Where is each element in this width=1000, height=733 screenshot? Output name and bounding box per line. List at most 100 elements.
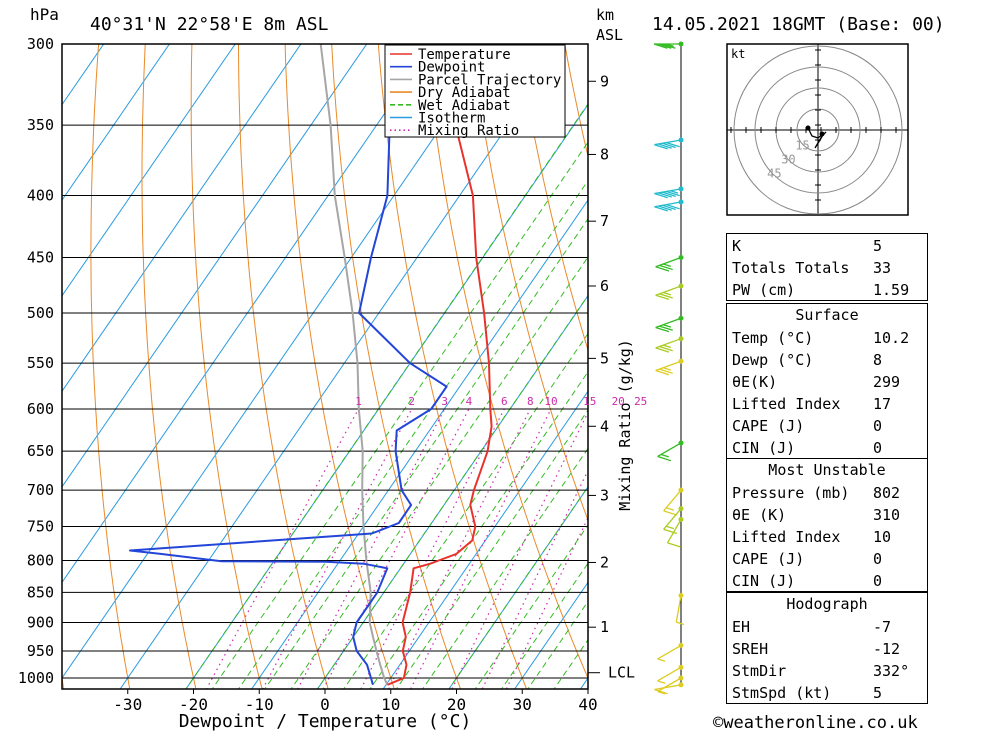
mixing-ratio-line bbox=[409, 408, 552, 689]
legend-label: Mixing Ratio bbox=[418, 123, 519, 139]
pressure-tick-label: 450 bbox=[27, 249, 54, 267]
km-tick-label: 2 bbox=[600, 553, 609, 571]
wet-adiabat-line bbox=[474, 524, 588, 689]
wind-barb-shaft bbox=[663, 489, 682, 512]
km-unit: km bbox=[596, 6, 614, 24]
surface-label: Lifted Index bbox=[732, 395, 841, 413]
isotherm-line bbox=[62, 44, 302, 393]
wind-barb-shaft bbox=[657, 677, 682, 693]
wet-adiabat-line bbox=[343, 332, 588, 689]
mu-row: θE (K) 310 bbox=[727, 504, 927, 526]
wind-barb-flag bbox=[663, 263, 672, 267]
dry-adiabat-line bbox=[377, 44, 528, 689]
dry-adiabat-line bbox=[924, 8, 1000, 709]
wind-barb-flag bbox=[667, 542, 681, 548]
mixing-ratio-label: 2 bbox=[408, 395, 415, 408]
wind-barb-flag bbox=[665, 43, 674, 48]
hodo-row: StmSpd (kt) 5 bbox=[727, 682, 927, 704]
temperature-tick-label: 0 bbox=[320, 695, 330, 714]
hodo-value: -7 bbox=[873, 618, 892, 636]
surface-row: Dewp (°C) 8 bbox=[727, 349, 927, 371]
temperature-tick-label: -20 bbox=[179, 695, 208, 714]
hodo-value: 332° bbox=[873, 662, 910, 680]
pressure-unit: hPa bbox=[30, 5, 59, 24]
pressure-tick-label: 500 bbox=[27, 304, 54, 322]
wind-barb-flag bbox=[657, 43, 672, 49]
hodograph-stats-box: Hodograph EH -7 SREH -12 StmDir 332° StmSpd… bbox=[726, 592, 928, 704]
wet-adiabat-line bbox=[369, 371, 588, 689]
surface-label: CAPE (J) bbox=[732, 417, 805, 435]
dry-adiabat-line bbox=[284, 44, 395, 689]
surface-value: 299 bbox=[873, 373, 901, 391]
wind-barb-flag bbox=[661, 43, 676, 49]
mu-value: 0 bbox=[873, 572, 883, 590]
wind-barb-flag bbox=[660, 453, 669, 458]
surface-value: 10.2 bbox=[873, 329, 910, 347]
wind-barb-flag bbox=[658, 205, 672, 211]
pressure-tick-label: 600 bbox=[27, 400, 54, 418]
wet-adiabat-line bbox=[448, 485, 588, 689]
isotherm-line bbox=[62, 44, 105, 106]
km-tick-label: 7 bbox=[600, 212, 609, 230]
mixing-ratio-axis-label: Mixing Ratio (g/kg) bbox=[616, 339, 634, 511]
mixing-ratio-line bbox=[451, 411, 588, 689]
pressure-tick-label: 1000 bbox=[18, 669, 54, 687]
wind-barb-flag bbox=[659, 264, 673, 271]
km-tick-label: 4 bbox=[600, 417, 609, 435]
wind-barb-shaft bbox=[657, 666, 682, 682]
wet-adiabat-line bbox=[316, 294, 588, 689]
hodo-label: StmDir bbox=[732, 662, 787, 680]
wind-barb-flag bbox=[666, 141, 680, 148]
isotherm-line bbox=[62, 44, 368, 488]
isotherm-line bbox=[62, 44, 236, 297]
surface-box: Surface Temp (°C) 10.2 Dewp (°C) 8 θE(K) 29… bbox=[726, 303, 928, 459]
wind-barb-flag bbox=[657, 455, 672, 462]
hodograph-unit: kt bbox=[731, 47, 745, 61]
wind-barb-flag bbox=[663, 324, 672, 328]
dewpoint-line bbox=[129, 44, 448, 686]
temperature-tick-label: 40 bbox=[578, 695, 597, 714]
most-unstable-title: Most Unstable bbox=[768, 461, 886, 479]
pressure-tick-label: 900 bbox=[27, 614, 54, 632]
wind-barb-flag bbox=[654, 192, 668, 199]
wind-barb-flag bbox=[655, 266, 670, 272]
surface-row: CAPE (J) 0 bbox=[727, 415, 927, 437]
legend-label: Dewpoint bbox=[418, 60, 485, 76]
wet-adiabat-line bbox=[290, 256, 588, 689]
hodograph-ring-label: 45 bbox=[767, 167, 781, 181]
dry-adiabat-line bbox=[190, 44, 263, 689]
wind-barb-flag bbox=[658, 192, 672, 198]
wind-barb-flag bbox=[676, 621, 685, 626]
mu-row: Lifted Index 10 bbox=[727, 526, 927, 548]
hodograph-ring-label: 15 bbox=[795, 138, 809, 152]
mu-label: θE (K) bbox=[732, 506, 787, 524]
mu-row: CIN (J) 0 bbox=[727, 570, 927, 592]
wind-barb-flag bbox=[666, 525, 675, 530]
index-value: 33 bbox=[873, 259, 892, 277]
wet-adiabat-line bbox=[237, 179, 588, 689]
surface-row: CIN (J) 0 bbox=[727, 437, 927, 459]
wind-barb-flag bbox=[658, 143, 672, 149]
surface-row: Lifted Index 17 bbox=[727, 393, 927, 415]
index-value: 5 bbox=[873, 237, 883, 255]
mixing-ratio-line bbox=[360, 408, 505, 689]
surface-label: Temp (°C) bbox=[732, 329, 814, 347]
mu-row: CAPE (J) 0 bbox=[727, 548, 927, 570]
surface-title: Surface bbox=[795, 306, 859, 324]
mixing-ratio-label: 6 bbox=[501, 395, 508, 408]
hodograph-stats-title: Hodograph bbox=[786, 595, 868, 613]
wind-barb-flag bbox=[663, 291, 672, 296]
wind-barb-flag bbox=[666, 203, 680, 210]
legend-label: Temperature bbox=[418, 47, 511, 63]
hodo-label: EH bbox=[732, 618, 751, 636]
hodo-value: -12 bbox=[873, 640, 901, 658]
wind-profile bbox=[653, 41, 685, 695]
wind-barb-flag bbox=[655, 326, 670, 333]
wind-barb-flag bbox=[666, 507, 675, 511]
legend-label: Isotherm bbox=[418, 111, 485, 127]
isotherm-line bbox=[62, 44, 171, 202]
lcl-label: LCL bbox=[608, 664, 635, 682]
mixing-ratio-line bbox=[262, 408, 413, 689]
